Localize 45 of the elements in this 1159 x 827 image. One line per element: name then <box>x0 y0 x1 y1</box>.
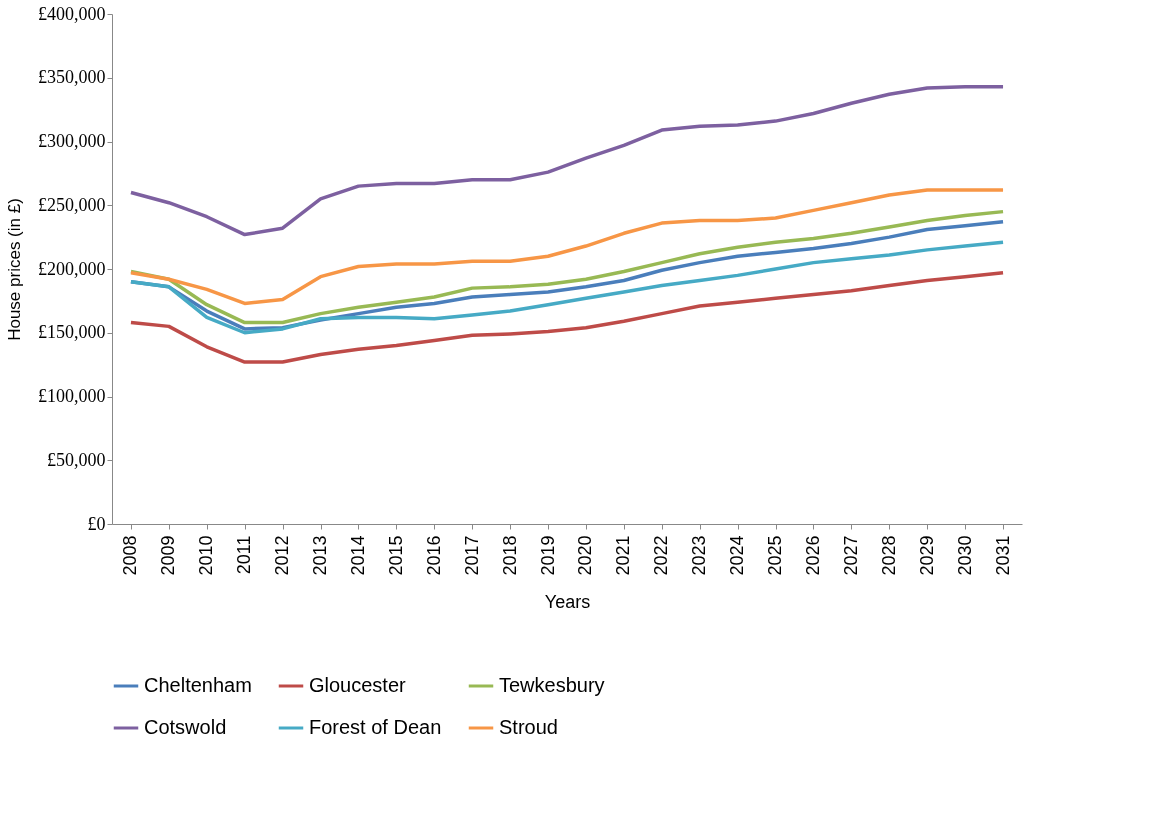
x-tick-label: 2011 <box>234 535 255 575</box>
x-tick-label: 2029 <box>916 535 937 576</box>
x-tick-label: 2023 <box>689 535 710 576</box>
legend-label: Tewkesbury <box>499 674 605 696</box>
x-tick-label: 2030 <box>954 535 975 576</box>
x-tick-label: 2028 <box>878 535 899 576</box>
x-tick-label: 2020 <box>575 535 596 576</box>
y-tick-label: £250,000 <box>38 194 106 215</box>
y-tick-label: £150,000 <box>38 322 106 343</box>
x-tick-label: 2022 <box>651 535 672 576</box>
x-tick-label: 2025 <box>765 535 786 576</box>
x-tick-label: 2012 <box>272 535 293 576</box>
y-tick-label: £50,000 <box>47 449 106 470</box>
x-tick-label: 2018 <box>499 535 520 576</box>
x-tick-label: 2016 <box>423 535 444 576</box>
legend-label: Gloucester <box>309 674 407 696</box>
x-tick-label: 2031 <box>992 535 1013 576</box>
y-tick-label: £200,000 <box>38 258 106 279</box>
x-tick-label: 2021 <box>613 535 634 576</box>
x-axis-title: Years <box>544 591 591 612</box>
legend-label: Cheltenham <box>144 674 252 696</box>
line-series <box>129 84 1005 237</box>
y-axis-title: House prices (in £) <box>5 198 24 341</box>
x-tick-label: 2014 <box>347 535 368 576</box>
x-tick-label: 2019 <box>537 535 558 576</box>
line-series <box>129 188 1005 306</box>
legend-label: Forest of Dean <box>309 716 442 738</box>
y-tick-label: £100,000 <box>38 386 106 406</box>
x-tick-label: 2013 <box>310 535 331 576</box>
x-tick-label: 2026 <box>802 535 823 576</box>
x-tick-label: 2024 <box>727 535 748 576</box>
y-tick-label: £350,000 <box>38 67 106 88</box>
line-series <box>129 240 1005 335</box>
legend-label: Stroud <box>499 716 558 738</box>
x-tick-label: 2010 <box>196 535 217 576</box>
x-tick-label: 2015 <box>385 535 406 576</box>
x-tick-label: 2017 <box>461 535 482 576</box>
y-tick-label: £0 <box>87 513 106 534</box>
legend-label: Cotswold <box>144 716 227 738</box>
x-tick-label: 2027 <box>840 535 861 576</box>
line-series <box>129 271 1005 364</box>
x-tick-label: 2009 <box>158 535 179 576</box>
x-tick-label: 2008 <box>120 535 141 576</box>
y-tick-label: £400,000 <box>38 3 106 24</box>
y-tick-label: £300,000 <box>38 131 106 151</box>
